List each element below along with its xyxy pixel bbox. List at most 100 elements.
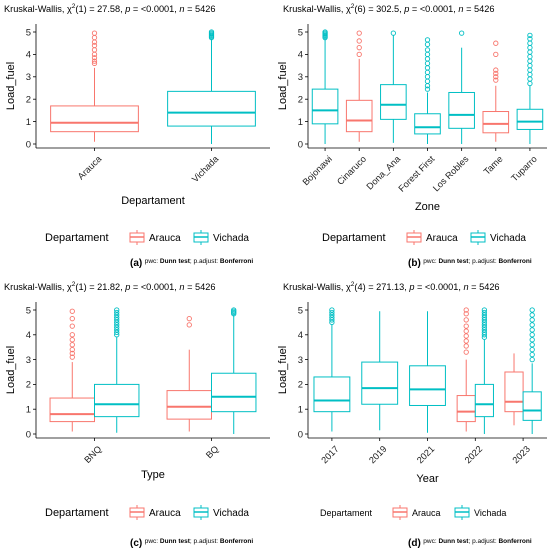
outlier-point [91, 58, 98, 64]
outlier-point [463, 317, 469, 323]
title-statistic: (1) = 21.82, [75, 282, 125, 292]
title-n-value: = 5426 [185, 282, 216, 292]
chart-title: Kruskal-Wallis, χ2(1) = 21.82, p = <0.00… [4, 281, 215, 292]
title-n-value: = 5426 [185, 4, 216, 14]
legend: Departament Arauca Vichada [45, 505, 249, 520]
outlier-point [69, 308, 75, 314]
y-tick-label: 0 [298, 429, 303, 440]
title-p: p [403, 4, 409, 14]
legend: Departament Arauca Vichada [322, 230, 526, 245]
title-p-value: = <0.0001, [409, 4, 458, 14]
outlier-point [91, 34, 98, 41]
box-iqr [166, 390, 212, 420]
box-iqr [448, 91, 475, 129]
outlier-point [69, 342, 75, 348]
outlier-point [527, 36, 533, 42]
pwc-prefix: pwc: [423, 258, 438, 265]
box-iqr [313, 376, 351, 413]
outlier-point [424, 51, 431, 58]
outlier-point [186, 322, 192, 328]
x-tick-label: 2022 [463, 444, 485, 466]
outlier-point [481, 329, 488, 335]
y-tick-label: 4 [298, 50, 303, 61]
box-iqr [167, 90, 256, 127]
y-tick-label: 2 [26, 380, 31, 391]
y-tick-label: 1 [298, 117, 303, 128]
outlier-point [91, 30, 98, 36]
outlier-point [329, 307, 335, 313]
box-arauca-bnq [49, 308, 95, 432]
title-prefix: Kruskal-Wallis, [283, 282, 346, 292]
box-iqr [516, 108, 544, 130]
x-tick-label: 2019 [367, 444, 389, 466]
pwc-test: Dunn test [160, 538, 191, 545]
outlier-point [527, 80, 533, 87]
x-tick-label: Tame [482, 154, 505, 177]
outlier-point [424, 78, 431, 84]
y-tick-label: 3 [26, 355, 31, 366]
box-vichada-bq [211, 307, 257, 434]
outlier-point [231, 307, 237, 313]
y-tick-label: 1 [26, 117, 31, 128]
outlier-point [91, 47, 98, 53]
box-arauca-2023 [504, 353, 524, 426]
outlier-point [424, 41, 431, 47]
chart-title: Kruskal-Wallis, χ2(6) = 302.5, p = <0.00… [283, 3, 494, 14]
box-iqr [50, 105, 139, 133]
title-n: n [179, 282, 184, 292]
chart-title: Kruskal-Wallis, χ2(4) = 271.13, p = <0.0… [283, 281, 500, 292]
box-vichada-2019 [361, 311, 399, 431]
panel-footer: (c) pwc: Dunn test; p.adjust: Bonferroni [130, 538, 253, 549]
box-vichada-bojonawi [311, 29, 339, 144]
box-iqr [94, 383, 140, 418]
outlier-point [463, 343, 469, 349]
box-iqr [474, 383, 494, 418]
box-vichada-tuparro [516, 32, 544, 144]
legend-title: Departament [45, 507, 109, 519]
outlier-point [114, 314, 120, 321]
outlier-point [424, 74, 431, 80]
title-chi: χ [67, 282, 72, 292]
chart-title: Kruskal-Wallis, χ2(1) = 27.58, p = <0.00… [4, 3, 215, 14]
y-tick-label: 3 [298, 72, 303, 83]
title-p: p [408, 282, 414, 292]
x-tick-label: 2017 [319, 444, 341, 466]
y-tick-label: 4 [26, 330, 31, 341]
y-axis-label: Load_fuel [277, 346, 289, 394]
box-vichada-2023 [522, 307, 542, 434]
title-statistic: (1) = 27.58, [75, 4, 125, 14]
title-p: p [124, 282, 130, 292]
outlier-point [208, 29, 215, 35]
outlier-point [463, 323, 469, 329]
x-tick-label: BQ [204, 444, 220, 460]
box-vichada-los-robles [448, 30, 475, 144]
outlier-point [529, 307, 535, 313]
panel-footer: (d) pwc: Dunn test; p.adjust: Bonferroni [408, 538, 532, 549]
outlier-point [529, 342, 535, 348]
y-tick-label: 3 [26, 72, 31, 83]
panel-label: (a) [130, 258, 142, 269]
box-iqr [380, 84, 407, 120]
pwc-adjust: Bonferroni [498, 258, 531, 265]
outlier-point [481, 332, 488, 338]
outlier-point [493, 67, 499, 73]
outlier-point [186, 316, 192, 322]
box-iqr [414, 113, 441, 135]
y-tick-label: 1 [298, 405, 303, 416]
legend-label-vichada: Vichada [490, 233, 526, 244]
legend-title: Departament [320, 508, 373, 518]
legend-label-arauca: Arauca [426, 233, 458, 244]
x-tick-label: Forest First [397, 154, 437, 194]
panel-label: (c) [130, 538, 142, 549]
outlier-point [69, 347, 75, 353]
outlier-point [356, 45, 362, 51]
x-axis-label: Type [141, 469, 165, 481]
outlier-point [114, 307, 120, 313]
outlier-point [329, 312, 335, 318]
y-tick-label: 2 [298, 380, 303, 391]
outlier-point [69, 354, 75, 360]
outlier-point [481, 322, 488, 328]
pwc-adjust: Bonferroni [220, 258, 253, 265]
box-arauca-cinaruco [345, 30, 373, 142]
